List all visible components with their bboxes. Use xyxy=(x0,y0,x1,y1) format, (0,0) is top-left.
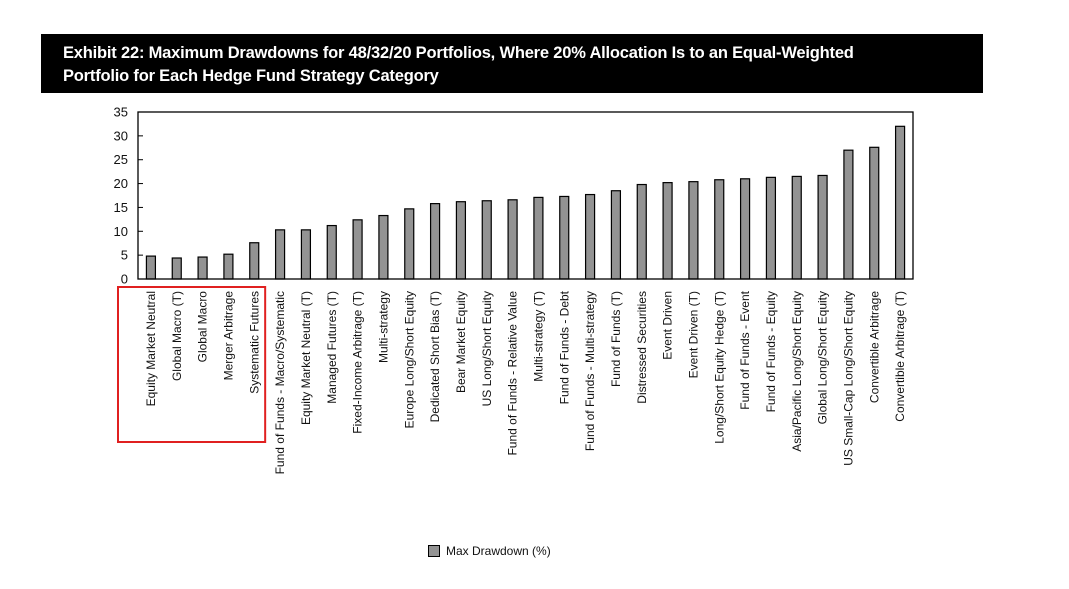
title-line-1: Exhibit 22: Maximum Drawdowns for 48/32/… xyxy=(63,44,854,62)
x-category-label: Managed Futures (T) xyxy=(325,291,339,404)
x-category-label: Global Macro (T) xyxy=(170,291,184,381)
bar xyxy=(765,176,777,280)
bar xyxy=(843,149,854,280)
x-category-label: Fund of Funds - Debt xyxy=(557,290,571,404)
bar xyxy=(429,203,441,280)
title-line-2: Portfolio for Each Hedge Fund Strategy C… xyxy=(63,67,439,85)
x-category-label: Global Long/Short Equity xyxy=(816,291,830,424)
y-tick-label: 35 xyxy=(114,105,128,120)
bars xyxy=(145,125,906,280)
bar xyxy=(274,229,286,280)
bar xyxy=(223,253,234,280)
x-category-label: Event Driven (T) xyxy=(686,291,700,378)
x-axis-labels: Equity Market Neutral Global Macro (T) Glo… xyxy=(144,290,907,474)
x-category-label: Convertible Arbitrage (T) xyxy=(893,291,907,422)
x-category-label: Systematic Futures xyxy=(247,291,261,394)
bar xyxy=(584,193,596,280)
x-category-label: Merger Arbitrage xyxy=(221,291,235,381)
x-category-label: Fixed-Income Arbitrage (T) xyxy=(351,291,365,434)
exhibit-title: Exhibit 22: Maximum Drawdowns for 48/32/… xyxy=(41,34,983,93)
bar xyxy=(688,181,699,280)
x-category-label: Event Driven xyxy=(661,291,675,360)
bar xyxy=(171,257,182,280)
y-tick-label: 5 xyxy=(121,248,128,263)
x-category-label: Asia/Pacific Long/Short Equity xyxy=(790,291,804,452)
bar xyxy=(533,196,544,280)
bar xyxy=(404,208,415,280)
bar xyxy=(869,146,880,280)
x-category-label: Fund of Funds - Equity xyxy=(764,291,778,412)
bar xyxy=(249,242,260,280)
bar xyxy=(714,179,725,280)
highlight-box xyxy=(117,286,267,443)
x-category-label: US Small-Cap Long/Short Equity xyxy=(841,291,855,466)
bar xyxy=(378,214,389,280)
y-tick-label: 25 xyxy=(114,152,128,167)
bar xyxy=(662,182,673,280)
x-category-label: Fund of Funds - Multi-strategy xyxy=(583,291,597,451)
bar xyxy=(894,125,906,280)
bar xyxy=(739,178,751,280)
plot-frame xyxy=(137,111,914,280)
bar xyxy=(791,175,802,280)
x-category-label: Equity Market Neutral (T) xyxy=(299,291,313,425)
y-tick-label: 0 xyxy=(121,272,128,287)
x-category-label: Europe Long/Short Equity xyxy=(402,291,416,428)
x-category-label: Fund of Funds - Event xyxy=(738,290,752,409)
x-category-label: Bear Market Equity xyxy=(454,291,468,393)
x-category-label: Global Macro xyxy=(196,291,210,363)
y-tick-label: 20 xyxy=(114,176,128,191)
bar xyxy=(197,256,208,280)
x-category-label: Dedicated Short Bias (T) xyxy=(428,291,442,422)
x-category-label: Distressed Securities xyxy=(635,291,649,404)
bar xyxy=(610,190,622,280)
x-category-label: Multi-strategy xyxy=(376,291,390,363)
bar xyxy=(352,219,363,280)
bar xyxy=(507,199,518,280)
bar xyxy=(559,195,570,280)
x-category-label: Convertible Arbitrage xyxy=(867,291,881,403)
bar xyxy=(817,174,828,280)
x-category-label: Fund of Funds - Relative Value xyxy=(506,291,520,456)
x-category-label: Long/Short Equity Hedge (T) xyxy=(712,291,726,444)
x-category-label: US Long/Short Equity xyxy=(480,291,494,406)
x-category-label: Equity Market Neutral xyxy=(144,291,158,406)
bar xyxy=(636,183,647,280)
bar xyxy=(481,200,492,280)
bar xyxy=(326,224,337,280)
y-tick-label: 10 xyxy=(114,224,128,239)
legend: Max Drawdown (%) xyxy=(428,544,551,558)
legend-label: Max Drawdown (%) xyxy=(446,544,551,558)
x-category-label: Multi-strategy (T) xyxy=(531,291,545,382)
x-category-label: Fund of Funds - Macro/Systematic xyxy=(273,291,287,474)
bar xyxy=(455,201,467,280)
bar xyxy=(300,229,312,280)
y-tick-label: 30 xyxy=(114,128,128,143)
legend-swatch xyxy=(428,545,440,557)
x-category-label: Fund of Funds (T) xyxy=(609,291,623,387)
bar xyxy=(145,255,157,280)
y-tick-label: 15 xyxy=(114,200,128,215)
